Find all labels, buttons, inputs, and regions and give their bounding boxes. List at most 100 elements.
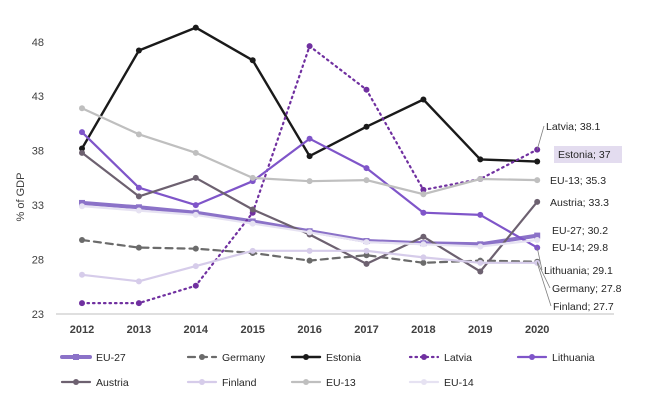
- legend-marker-latvia: [421, 354, 427, 360]
- data-point-lithuania: [306, 135, 313, 142]
- data-point-eu-14: [420, 241, 427, 248]
- data-point-latvia: [363, 86, 370, 93]
- data-point-eu-14: [534, 236, 541, 243]
- data-point-eu-14: [249, 220, 256, 227]
- y-tick-label: 23: [32, 309, 44, 321]
- legend-label-lithuania: Lithuania: [552, 352, 595, 364]
- data-point-eu-27: [79, 199, 85, 206]
- data-point-finland: [79, 271, 85, 278]
- data-point-eu-13: [192, 149, 199, 156]
- data-point-finland: [249, 247, 256, 254]
- y-tick-label: 43: [32, 91, 44, 103]
- series-line-eu-14: [80, 205, 539, 248]
- x-tick-label: 2015: [240, 324, 264, 336]
- y-tick-label: 48: [32, 37, 44, 49]
- annotation-box-estonia: [554, 146, 622, 163]
- data-point-lithuania: [420, 209, 427, 216]
- data-point-austria: [79, 149, 85, 156]
- x-tick-label: 2014: [184, 324, 209, 336]
- data-point-latvia: [135, 300, 142, 307]
- data-point-austria: [135, 193, 142, 200]
- data-point-eu-27: [534, 232, 541, 239]
- data-point-estonia: [420, 96, 427, 103]
- data-point-lithuania: [363, 165, 370, 172]
- legend-label-eu-13: EU-13: [326, 377, 356, 389]
- legend-label-estonia: Estonia: [326, 352, 361, 364]
- data-point-eu-14: [363, 239, 370, 246]
- legend-marker-finland: [199, 379, 205, 385]
- data-point-germany: [363, 252, 370, 259]
- data-point-finland: [420, 254, 427, 261]
- data-point-estonia: [477, 156, 484, 163]
- data-point-austria: [363, 260, 370, 267]
- data-point-eu-13: [534, 177, 541, 184]
- data-point-finland: [306, 247, 313, 254]
- annotation-finland: Finland; 27.7: [553, 301, 614, 313]
- y-axis-label: % of GDP: [15, 173, 27, 222]
- legend-marker-eu-13: [303, 379, 309, 385]
- data-point-eu-14: [135, 207, 142, 214]
- annotation-eu-14: EU-14; 29.8: [552, 242, 608, 254]
- data-point-germany: [79, 236, 85, 243]
- data-point-eu-14: [192, 211, 199, 218]
- data-point-lithuania: [135, 184, 142, 191]
- legend-marker-lithuania: [529, 354, 535, 360]
- data-point-estonia: [534, 158, 541, 165]
- annotation-austria: Austria; 33.3: [550, 197, 609, 209]
- y-tick-label: 33: [32, 200, 44, 212]
- data-point-eu-13: [79, 105, 85, 112]
- series-line-finland: [80, 249, 539, 283]
- data-point-austria: [477, 268, 484, 275]
- annotation-leader-finland: [536, 262, 552, 307]
- x-tick-label: 2017: [354, 324, 378, 336]
- data-point-latvia: [192, 282, 199, 289]
- data-point-estonia: [306, 153, 313, 160]
- data-point-eu-14: [477, 243, 484, 250]
- data-point-eu-13: [477, 175, 484, 182]
- annotation-leader-latvia: [536, 125, 545, 150]
- data-point-eu-14: [306, 229, 313, 236]
- data-point-eu-14: [79, 203, 85, 210]
- data-point-estonia: [363, 123, 370, 130]
- data-point-lithuania: [477, 211, 484, 218]
- data-point-finland: [192, 263, 199, 270]
- annotation-germany: Germany; 27.8: [552, 283, 622, 295]
- x-tick-label: 2012: [70, 324, 94, 336]
- data-point-estonia: [135, 47, 142, 54]
- series-line-eu-27: [80, 200, 540, 247]
- annotation-leader-germany: [536, 261, 551, 289]
- x-tick-label: 2016: [297, 324, 321, 336]
- data-point-eu-13: [420, 191, 427, 198]
- annotation-estonia: Estonia; 37: [558, 149, 611, 161]
- data-point-germany: [192, 245, 199, 252]
- data-point-finland: [363, 247, 370, 254]
- annotation-latvia: Latvia; 38.1: [546, 121, 600, 133]
- x-tick-label: 2020: [525, 324, 549, 336]
- legend-label-finland: Finland: [222, 377, 257, 389]
- data-point-eu-13: [363, 177, 370, 184]
- legend-label-latvia: Latvia: [444, 352, 472, 364]
- data-point-lithuania: [192, 202, 199, 209]
- data-point-eu-13: [249, 174, 256, 181]
- data-point-austria: [192, 174, 199, 181]
- annotation-lithuania: Lithuania; 29.1: [544, 265, 613, 277]
- data-point-estonia: [249, 57, 256, 64]
- data-point-finland: [477, 259, 484, 266]
- data-point-austria: [420, 233, 427, 240]
- data-point-latvia: [79, 300, 85, 307]
- x-tick-label: 2013: [127, 324, 151, 336]
- legend-marker-eu-14: [421, 379, 427, 385]
- data-point-estonia: [192, 24, 199, 31]
- x-tick-label: 2019: [468, 324, 492, 336]
- data-point-eu-27: [135, 204, 142, 211]
- data-point-eu-13: [135, 131, 142, 138]
- y-tick-label: 38: [32, 146, 44, 158]
- data-point-germany: [306, 257, 313, 264]
- legend-label-eu-27: EU-27: [96, 352, 126, 364]
- data-point-lithuania: [79, 129, 85, 136]
- data-point-germany: [420, 259, 427, 266]
- data-point-austria: [534, 198, 541, 205]
- legend-label-austria: Austria: [96, 377, 129, 389]
